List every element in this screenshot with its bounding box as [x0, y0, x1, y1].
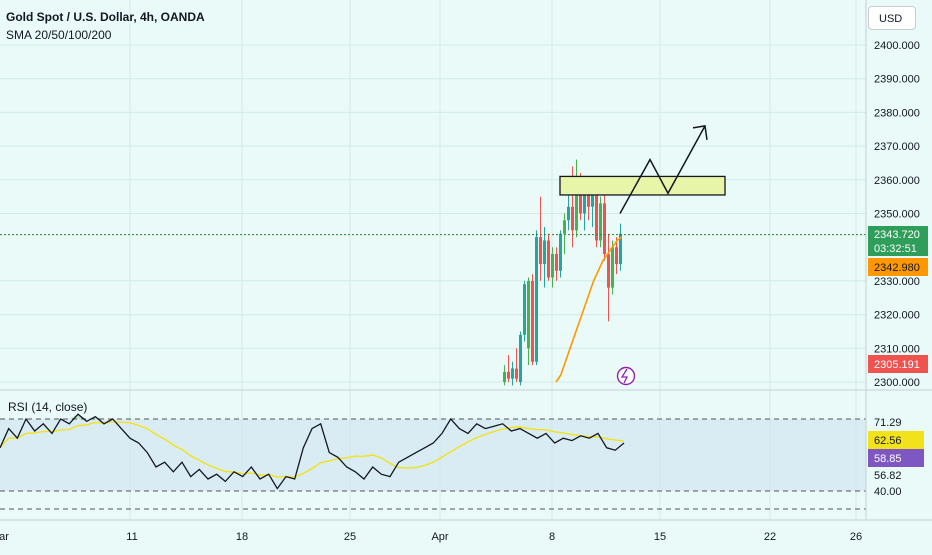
projection-arrowhead [692, 125, 708, 140]
time-tick-label: ar [0, 531, 9, 543]
candle-body[interactable] [551, 253, 554, 278]
price-axis[interactable]: 2400.000 2390.000 2380.000 2370.000 2360.000… [874, 40, 920, 389]
candle-body[interactable] [507, 371, 510, 379]
sma-line [555, 236, 623, 383]
candle-body[interactable] [579, 186, 582, 214]
lightning-event-icon[interactable] [616, 366, 636, 386]
sma-value: 2342.980 [874, 262, 920, 274]
candle-body[interactable] [543, 240, 546, 265]
last-price-value: 2343.720 [874, 229, 920, 241]
symbol-title[interactable]: Gold Spot / U.S. Dollar, 4h, OANDA [6, 10, 205, 24]
time-tick-label: Apr [431, 531, 448, 543]
candle-body[interactable] [615, 247, 618, 265]
low-marker-value: 2305.191 [874, 359, 920, 371]
candle-body[interactable] [619, 233, 622, 265]
time-tick-label: 22 [764, 531, 776, 543]
candle-body[interactable] [567, 206, 570, 221]
price-tick-label: 2310.000 [874, 343, 920, 355]
candle-body[interactable] [607, 253, 610, 288]
candle-body[interactable] [583, 189, 586, 214]
time-axis[interactable]: ar 11 18 25 Apr 8 15 22 26 [0, 531, 862, 543]
candle-body[interactable] [539, 237, 542, 265]
candle-body[interactable] [531, 280, 534, 362]
price-tick-label: 2370.000 [874, 141, 920, 153]
price-tick-label: 2320.000 [874, 310, 920, 322]
currency-button[interactable]: USD [868, 6, 916, 30]
last-price-badge: 2343.720 03:32:51 [868, 226, 928, 256]
rsi-legend[interactable]: RSI (14, close) [8, 400, 88, 414]
chart-header: Gold Spot / U.S. Dollar, 4h, OANDA SMA 2… [6, 8, 205, 44]
price-tick-label: 2350.000 [874, 209, 920, 221]
time-tick-label: 11 [126, 531, 137, 543]
time-tick-label: 8 [549, 531, 555, 543]
candle-body[interactable] [511, 368, 514, 379]
indicator-legend[interactable]: SMA 20/50/100/200 [6, 28, 112, 42]
time-tick-label: 18 [236, 531, 248, 543]
price-tick-label: 2360.000 [874, 175, 920, 187]
rsi-tick-71: 71.29 [874, 417, 902, 429]
price-tick-label: 2300.000 [874, 377, 920, 389]
projection-arrow[interactable] [619, 125, 706, 214]
candle-body[interactable] [595, 193, 598, 241]
candle-countdown: 03:32:51 [874, 243, 917, 255]
candle-body[interactable] [587, 189, 590, 207]
candle-body[interactable] [599, 203, 602, 241]
candle-body[interactable] [503, 371, 506, 382]
candle-body[interactable] [547, 240, 550, 278]
candle-body[interactable] [591, 193, 594, 207]
rsi-band [0, 419, 866, 491]
candle-body[interactable] [563, 220, 566, 234]
time-tick-label: 15 [654, 531, 666, 543]
rsi-tick-56: 56.82 [874, 470, 902, 482]
candle-body[interactable] [559, 233, 562, 271]
candle-body[interactable] [575, 186, 578, 231]
price-tick-label: 2400.000 [874, 40, 920, 52]
candle-body[interactable] [535, 237, 538, 362]
price-tick-label: 2380.000 [874, 107, 920, 119]
candle-body[interactable] [527, 280, 530, 349]
rsi-axis[interactable]: 71.29 62.56 58.85 56.82 40.00 [868, 417, 924, 498]
price-tick-label: 2330.000 [874, 276, 920, 288]
rsi-line [0, 413, 625, 490]
supply-zone[interactable] [559, 175, 726, 196]
rsi-ma-badge: 62.56 [874, 435, 902, 447]
candle-body[interactable] [603, 203, 606, 254]
sma-badge: 2342.980 [868, 258, 928, 276]
price-tick-label: 2390.000 [874, 74, 920, 86]
rsi-tick-40: 40.00 [874, 486, 902, 498]
time-tick-label: 25 [344, 531, 356, 543]
candle-body[interactable] [523, 284, 526, 335]
candle-body[interactable] [515, 368, 518, 379]
low-marker-badge: 2305.191 [868, 355, 928, 373]
candle-body[interactable] [519, 334, 522, 382]
time-tick-label: 26 [850, 531, 862, 543]
candle-body[interactable] [571, 206, 574, 231]
candle-body[interactable] [555, 253, 558, 271]
rsi-value-badge: 58.85 [874, 453, 902, 465]
candle-body[interactable] [611, 247, 614, 288]
